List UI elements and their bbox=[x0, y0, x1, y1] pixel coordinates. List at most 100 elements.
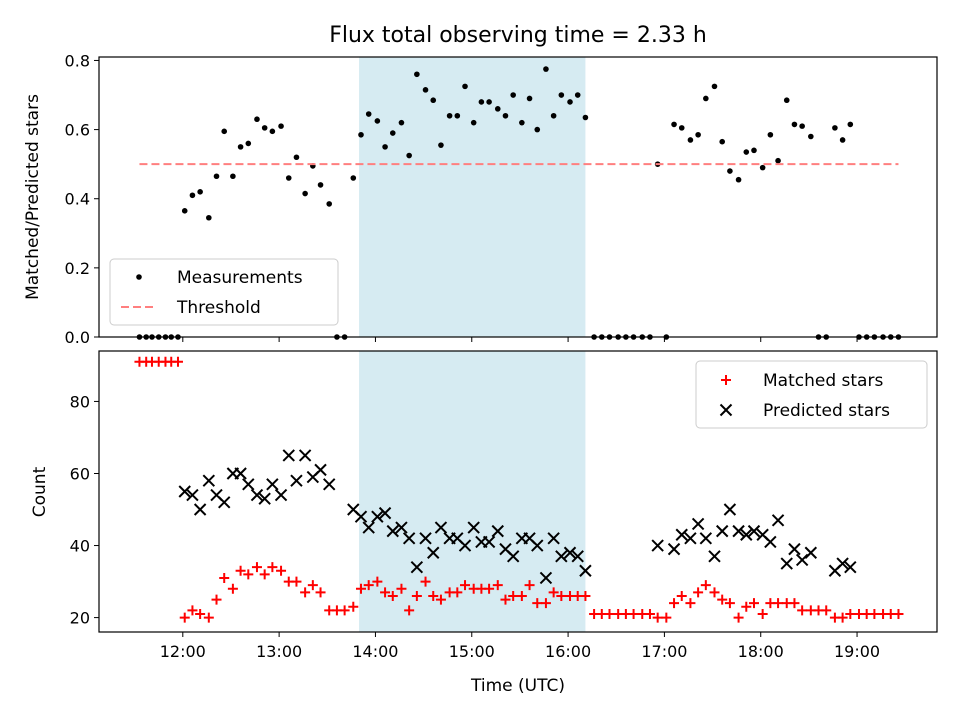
measurement-point bbox=[269, 128, 276, 135]
legend-marker-predicted bbox=[719, 403, 733, 417]
predicted-star-point bbox=[491, 524, 504, 538]
matched-star-point bbox=[821, 605, 832, 616]
measurement-point bbox=[422, 87, 429, 93]
measurement-point bbox=[382, 144, 388, 150]
measurement-point bbox=[671, 121, 677, 128]
measurement-point bbox=[245, 140, 252, 147]
measurement-point bbox=[302, 190, 308, 197]
predicted-star-point bbox=[795, 553, 809, 567]
measurement-point bbox=[550, 112, 557, 119]
plot-frame bbox=[98, 350, 938, 633]
predicted-star-point bbox=[579, 564, 592, 577]
measurement-point bbox=[678, 125, 685, 131]
measurement-point bbox=[743, 149, 750, 155]
x-tick-label: 18:00 bbox=[738, 642, 784, 661]
measurement-point bbox=[839, 137, 846, 143]
predicted-star-point bbox=[563, 546, 577, 559]
x-tick-label: 12:00 bbox=[160, 642, 206, 661]
predicted-star-point bbox=[427, 546, 440, 559]
measurement-point bbox=[502, 112, 509, 119]
observing-window-span bbox=[359, 57, 586, 337]
predicted-star-point bbox=[467, 521, 480, 534]
measurement-point bbox=[582, 114, 589, 121]
predicted-star-point bbox=[371, 510, 384, 523]
predicted-star-point bbox=[402, 532, 416, 545]
matched-star-point bbox=[604, 608, 615, 619]
y-tick-label: 0.4 bbox=[65, 190, 90, 209]
predicted-star-point bbox=[266, 478, 279, 491]
measurement-point bbox=[847, 121, 854, 128]
predicted-star-point bbox=[386, 524, 399, 538]
predicted-star-point bbox=[684, 532, 697, 545]
measurement-point bbox=[534, 126, 541, 133]
matched-star-point bbox=[339, 605, 350, 616]
matched-star-point bbox=[411, 590, 422, 601]
x-tick-label: 15:00 bbox=[449, 642, 495, 661]
predicted-star-point bbox=[314, 463, 327, 477]
matched-star-point bbox=[652, 612, 663, 623]
predicted-star-point bbox=[740, 528, 753, 541]
measurement-point bbox=[494, 106, 501, 112]
predicted-star-point bbox=[651, 539, 664, 552]
chart-title: Flux total observing time = 2.33 h bbox=[329, 23, 707, 48]
matched-star-point bbox=[492, 580, 503, 591]
legend-label-threshold: Threshold bbox=[176, 298, 261, 318]
predicted-star-point bbox=[571, 550, 584, 563]
predicted-star-point bbox=[290, 474, 303, 487]
measurement-point bbox=[230, 173, 236, 180]
legend-marker-measurements bbox=[136, 274, 142, 280]
matched-star-point bbox=[484, 583, 495, 594]
measurement-point bbox=[206, 214, 212, 221]
measurement-point bbox=[832, 125, 838, 131]
matched-star-point bbox=[227, 583, 238, 594]
measurement-point bbox=[727, 168, 733, 174]
measurement-point bbox=[278, 123, 284, 129]
matched-star-point bbox=[789, 598, 800, 609]
predicted-star-point bbox=[715, 524, 729, 538]
measurement-point bbox=[783, 97, 790, 104]
predicted-star-point bbox=[298, 449, 312, 462]
measurement-point bbox=[414, 71, 420, 78]
matched-star-point bbox=[404, 605, 415, 616]
predicted-star-point bbox=[434, 521, 448, 534]
matched-star-point bbox=[363, 580, 374, 591]
predicted-star-point bbox=[218, 496, 231, 509]
measurement-point bbox=[486, 99, 492, 105]
matched-star-point bbox=[532, 598, 543, 609]
measurement-point bbox=[567, 99, 573, 105]
measurement-point bbox=[398, 119, 405, 126]
matched-star-point bbox=[500, 594, 511, 605]
measurement-point bbox=[406, 152, 412, 159]
matched-star-point bbox=[685, 598, 696, 609]
matched-star-point bbox=[676, 590, 687, 601]
legend-label-predicted: Predicted stars bbox=[763, 401, 890, 421]
x-axis-label: Time (UTC) bbox=[470, 676, 565, 696]
measurement-point bbox=[438, 142, 444, 148]
predicted-star-point bbox=[354, 510, 368, 523]
predicted-star-point bbox=[667, 542, 681, 556]
matched-star-point bbox=[396, 583, 407, 594]
matched-star-point bbox=[428, 590, 439, 601]
measurement-point bbox=[374, 118, 381, 124]
measurement-point bbox=[197, 189, 203, 195]
y-tick-label: 0.2 bbox=[65, 259, 90, 278]
matched-star-point bbox=[693, 587, 704, 598]
x-tick-label: 19:00 bbox=[834, 642, 880, 661]
matched-star-point bbox=[276, 565, 287, 576]
matched-star-point bbox=[348, 601, 359, 612]
matched-star-point bbox=[661, 612, 672, 623]
predicted-star-point bbox=[482, 535, 496, 549]
matched-star-point bbox=[741, 601, 752, 612]
predicted-star-point bbox=[764, 535, 777, 549]
matched-star-point bbox=[355, 583, 366, 594]
measurement-point bbox=[695, 131, 701, 138]
matched-star-point bbox=[380, 587, 391, 598]
matched-star-point bbox=[267, 562, 278, 573]
matched-star-point bbox=[420, 576, 431, 587]
measurement-point bbox=[237, 144, 244, 150]
predicted-star-point bbox=[675, 528, 688, 541]
matched-star-point bbox=[259, 569, 270, 580]
panels-layer: 0.0 0.2 0.4 0.6 0.8 Measurements Threshold 20 40… bbox=[65, 51, 938, 661]
matched-star-point bbox=[251, 562, 262, 573]
plot-frame bbox=[98, 56, 938, 338]
